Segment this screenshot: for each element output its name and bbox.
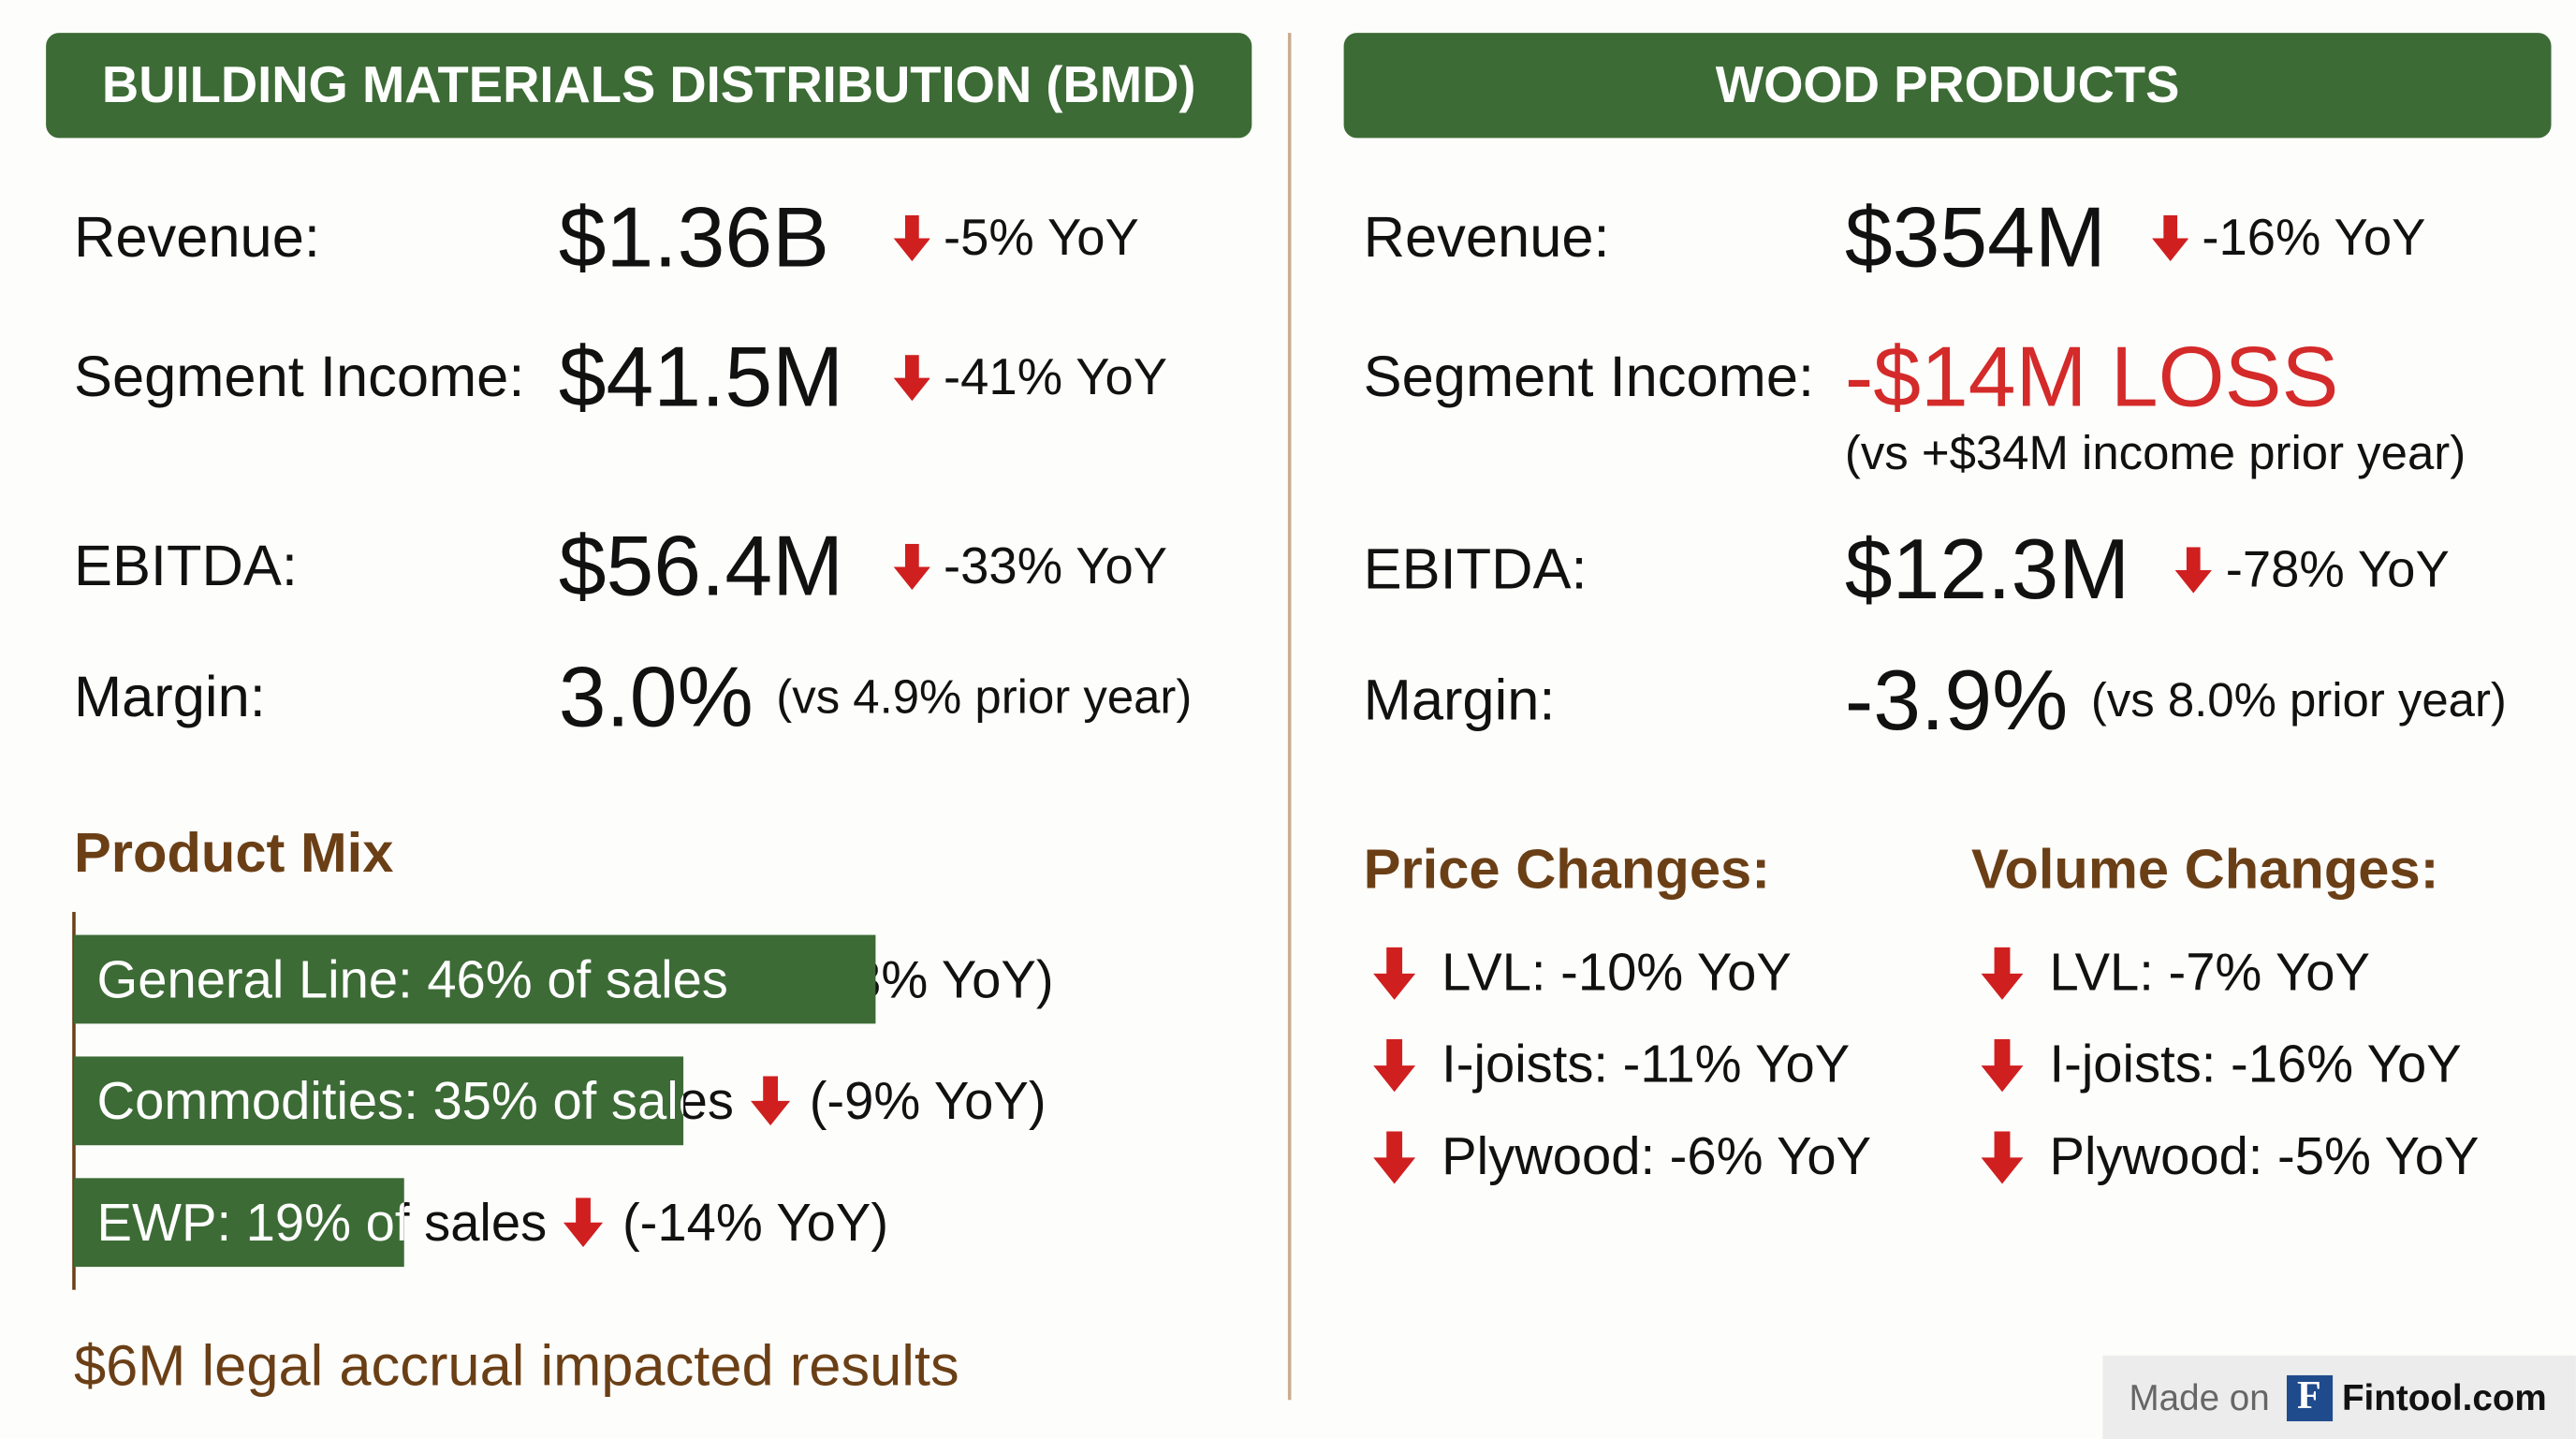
metric-row: -$14M LOSS [1845, 329, 2339, 427]
metric-label: Margin: [73, 665, 266, 730]
badge-site: Fintool.com [2341, 1375, 2547, 1417]
change-item: Plywood: -5% YoY [1981, 1126, 2480, 1187]
arrow-down [1981, 1130, 2024, 1183]
arrow-shape [1373, 1130, 1416, 1183]
metric-row: $12.3M -78% YoY [1845, 521, 2450, 619]
arrow-down [2152, 214, 2189, 262]
change-text: LVL: -10% YoY [1442, 942, 1792, 1002]
arrow-shape [2152, 214, 2189, 262]
metric-row: $56.4M -33% YoY [559, 518, 1167, 616]
metric-label: Segment Income: [1363, 345, 1815, 409]
arrow-down [1981, 1038, 2024, 1092]
arrow-shape [2175, 547, 2213, 594]
segment-header: BUILDING MATERIALS DISTRIBUTION (BMD) [46, 33, 1252, 139]
change-item: Plywood: -6% YoY [1373, 1126, 1871, 1187]
arrow-down [1981, 946, 2024, 1000]
section-heading: Price Changes: [1363, 838, 1771, 902]
divider [1287, 33, 1292, 1401]
arrow-down [1373, 946, 1416, 1000]
metric-value: $1.36B [558, 190, 829, 286]
arrow-down [1373, 1130, 1416, 1183]
metric-label: EBITDA: [1363, 536, 1588, 602]
mix-change: (-14% YoY) [622, 1192, 889, 1252]
arrow-shape [1981, 1038, 2024, 1092]
arrow-shape [1981, 946, 2024, 1000]
change-text: LVL: -7% YoY [2049, 942, 2370, 1002]
arrow-down [893, 543, 931, 591]
mix-label-on-bar: Commodities: 35% of sales [96, 1070, 684, 1130]
metric-value: $12.3M [1844, 522, 2130, 618]
metric-note: (vs 8.0% prior year) [2090, 674, 2507, 727]
mix-bar: Commodities: 35% of sales [73, 1056, 684, 1146]
metric-change: -33% YoY [944, 536, 1168, 595]
change-text: I-joists: -16% YoY [2049, 1034, 2462, 1094]
mix-bar: General Line: 46% of sales [73, 934, 875, 1024]
mix-change: (-9% YoY) [809, 1070, 1046, 1130]
change-item: I-joists: -16% YoY [1981, 1034, 2462, 1095]
metric-value: $41.5M [558, 330, 844, 426]
metric-label: EBITDA: [73, 534, 298, 598]
change-text: Plywood: -5% YoY [2049, 1126, 2480, 1186]
metric-row: $1.36B -5% YoY [559, 189, 1139, 287]
arrow-shape [563, 1197, 603, 1248]
section-heading: Volume Changes: [1971, 838, 2439, 902]
metric-change: -78% YoY [2225, 540, 2450, 598]
metric-row: -3.9% (vs 8.0% prior year) [1845, 653, 2507, 751]
metric-row: $41.5M -41% YoY [559, 329, 1167, 427]
arrow-shape [1981, 1130, 2024, 1183]
metric-label: Segment Income: [73, 345, 525, 409]
mix-label-on-bar: EWP: 19% of sales [96, 1192, 405, 1252]
arrow-down [1373, 1038, 1416, 1092]
arrow-down [750, 1076, 790, 1126]
metric-row: 3.0% (vs 4.9% prior year) [559, 649, 1193, 747]
change-item: LVL: -7% YoY [1981, 942, 2370, 1003]
metric-label: Revenue: [73, 205, 320, 270]
arrow-shape [893, 214, 931, 262]
badge-prefix: Made on [2129, 1375, 2270, 1417]
arrow-down [563, 1197, 603, 1248]
metric-value: -$14M LOSS [1844, 330, 2339, 426]
metric-change: -41% YoY [944, 348, 1168, 406]
change-item: I-joists: -11% YoY [1373, 1035, 1850, 1095]
metric-value: -3.9% [1844, 653, 2069, 750]
change-item: LVL: -10% YoY [1373, 942, 1792, 1003]
arrow-shape [893, 355, 931, 402]
mix-bar: EWP: 19% of sales [73, 1178, 405, 1268]
metric-label: Revenue: [1363, 205, 1610, 270]
arrow-shape [893, 543, 931, 591]
metric-value: $354M [1844, 190, 2106, 286]
metric-change: -5% YoY [944, 208, 1139, 267]
arrow-down [2175, 547, 2213, 594]
mix-label-on-bar: General Line: 46% of sales [96, 948, 728, 1008]
footnote: $6M legal accrual impacted results [73, 1334, 959, 1399]
metric-label: Margin: [1363, 668, 1556, 733]
metric-value: $56.4M [558, 519, 844, 615]
arrow-shape [750, 1076, 790, 1126]
change-text: I-joists: -11% YoY [1442, 1034, 1851, 1094]
change-text: Plywood: -6% YoY [1442, 1126, 1872, 1186]
metric-note: (vs 4.9% prior year) [776, 670, 1193, 725]
section-heading: Product Mix [73, 822, 394, 886]
metric-change: -16% YoY [2202, 208, 2426, 267]
metric-value: 3.0% [558, 650, 754, 746]
arrow-shape [1373, 1038, 1416, 1092]
badge-logo: F [2286, 1374, 2333, 1421]
metric-subnote: (vs +$34M income prior year) [1844, 428, 2466, 481]
arrow-down [893, 355, 931, 402]
arrow-shape [1373, 946, 1416, 1000]
segment-header: WOOD PRODUCTS [1343, 33, 2552, 139]
badge: Made on F Fintool.com [2102, 1355, 2576, 1439]
arrow-down [893, 214, 931, 262]
metric-row: $354M -16% YoY [1845, 189, 2426, 287]
